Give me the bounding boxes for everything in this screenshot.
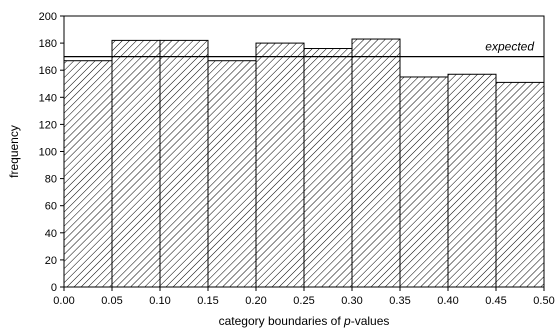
x-axis-title-prefix: category boundaries of bbox=[219, 314, 344, 328]
x-tick-label-7: 0.35 bbox=[389, 295, 410, 307]
y-tick-label-7: 140 bbox=[39, 92, 57, 104]
bar-0 bbox=[63, 60, 113, 288]
x-axis-title-italic: p bbox=[343, 314, 351, 328]
x-tick-label-0: 0.00 bbox=[53, 295, 74, 307]
y-tick-label-6: 120 bbox=[39, 119, 57, 131]
bar-2 bbox=[159, 39, 209, 288]
x-tick-label-3: 0.15 bbox=[197, 295, 218, 307]
x-axis-title-suffix: -values bbox=[351, 314, 390, 328]
y-axis-title: frequency bbox=[7, 125, 21, 178]
x-axis-title: category boundaries of p-values bbox=[219, 314, 390, 328]
x-tick-label-4: 0.20 bbox=[245, 295, 266, 307]
expected-group: expected bbox=[64, 40, 544, 58]
x-axis: 0.00 0.05 0.10 0.15 0.20 0.25 0.30 0.35 0.40 0.45… bbox=[53, 287, 555, 307]
bar-3 bbox=[207, 60, 257, 288]
bar-7 bbox=[399, 76, 449, 288]
y-tick-label-9: 180 bbox=[39, 38, 57, 50]
x-tick-label-5: 0.25 bbox=[293, 295, 314, 307]
y-tick-label-1: 20 bbox=[45, 255, 57, 267]
bar-4 bbox=[255, 42, 305, 288]
x-tick-label-6: 0.30 bbox=[341, 295, 362, 307]
x-tick-label-9: 0.45 bbox=[485, 295, 506, 307]
bar-9 bbox=[495, 81, 545, 288]
y-axis: 0 20 40 60 80 100 120 140 160 180 200 bbox=[39, 11, 64, 294]
x-tick-label-8: 0.40 bbox=[437, 295, 458, 307]
y-tick-label-8: 160 bbox=[39, 65, 57, 77]
expected-label: expected bbox=[485, 40, 534, 54]
x-tick-label-2: 0.10 bbox=[149, 295, 170, 307]
bar-1 bbox=[111, 39, 161, 288]
y-tick-label-3: 60 bbox=[45, 201, 57, 213]
bar-5 bbox=[303, 48, 353, 288]
bar-6 bbox=[351, 38, 401, 288]
bar-8 bbox=[447, 73, 497, 288]
y-tick-label-4: 80 bbox=[45, 174, 57, 186]
y-tick-label-10: 200 bbox=[39, 11, 57, 23]
y-tick-label-5: 100 bbox=[39, 147, 57, 159]
bars-group bbox=[63, 38, 545, 288]
x-tick-label-1: 0.05 bbox=[101, 295, 122, 307]
y-tick-label-2: 40 bbox=[45, 228, 57, 240]
x-tick-label-10: 0.50 bbox=[533, 295, 554, 307]
y-tick-label-0: 0 bbox=[51, 282, 57, 294]
